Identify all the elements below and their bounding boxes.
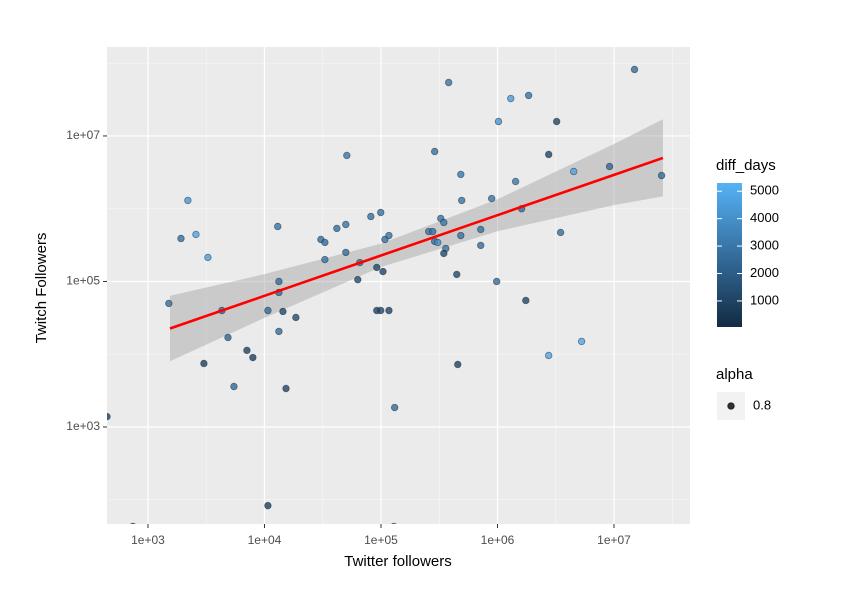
point	[440, 249, 448, 258]
point	[274, 222, 282, 231]
x-tick-label: 1e+04	[248, 533, 282, 547]
point	[264, 501, 272, 510]
point	[377, 208, 385, 217]
grid	[107, 47, 690, 524]
point	[243, 346, 251, 355]
point	[379, 267, 387, 276]
point	[107, 412, 111, 421]
point	[264, 306, 272, 315]
point	[577, 337, 586, 346]
point	[434, 238, 442, 247]
point	[440, 218, 448, 227]
legend-symbol	[727, 402, 735, 410]
point	[457, 231, 465, 240]
panel-background	[107, 47, 690, 524]
point	[321, 238, 329, 247]
point	[391, 522, 397, 524]
x-tick-label: 1e+05	[364, 533, 398, 547]
point	[552, 117, 561, 126]
point	[367, 212, 375, 221]
point	[444, 78, 453, 87]
x-tick-label: 1e+03	[131, 533, 165, 547]
x-tick-label: 1e+06	[481, 533, 515, 547]
confidence-band	[169, 119, 663, 362]
point	[373, 263, 381, 272]
x-axis-title: Twitter followers	[344, 553, 452, 570]
y-axis-title: Twitch Followers	[33, 233, 50, 344]
legend-title: diff_days	[716, 157, 776, 174]
legend-label: 5000	[750, 183, 779, 198]
axes: 1e+03 1e+04 1e+05 1e+06 1e+07 1e+03 1e+05 1e+07	[66, 128, 631, 547]
point	[429, 227, 437, 236]
point	[343, 151, 351, 160]
point	[275, 327, 283, 336]
point	[275, 277, 283, 286]
point	[342, 220, 350, 229]
point	[184, 196, 192, 205]
legend-label: 4000	[750, 210, 779, 225]
point	[492, 277, 501, 286]
point	[430, 147, 439, 156]
y-tick-label: 1e+03	[66, 419, 100, 433]
point	[524, 91, 533, 100]
point	[477, 225, 485, 234]
point	[224, 333, 232, 342]
point	[556, 228, 565, 237]
point	[165, 299, 173, 308]
legend-title: alpha	[716, 366, 753, 383]
point	[477, 241, 485, 250]
point	[321, 255, 329, 264]
point	[282, 384, 290, 393]
point	[390, 403, 399, 412]
points	[107, 65, 666, 524]
point	[458, 196, 466, 205]
fit-band-layer	[169, 119, 663, 362]
point	[333, 224, 341, 233]
point	[192, 230, 200, 239]
point	[507, 94, 515, 103]
point	[544, 351, 553, 360]
point	[487, 194, 496, 203]
legend-label: 0.8	[753, 397, 771, 412]
point	[522, 296, 530, 305]
point	[544, 150, 553, 159]
point	[385, 306, 393, 315]
fit-layer	[169, 156, 664, 330]
point	[385, 231, 393, 240]
point	[354, 275, 362, 284]
point	[605, 162, 614, 171]
point	[292, 313, 300, 322]
point	[377, 306, 385, 315]
y-tick-label: 1e+05	[66, 274, 100, 288]
point	[249, 353, 257, 362]
point	[130, 522, 136, 524]
point	[511, 177, 520, 186]
point	[177, 234, 185, 243]
point	[494, 117, 503, 126]
legend-label: 1000	[750, 292, 779, 307]
point	[342, 248, 350, 257]
legend: diff_days alpha 1000 2000 3000 4000 5000 0.8	[716, 157, 779, 420]
point	[657, 171, 666, 180]
x-tick-label: 1e+07	[597, 533, 631, 547]
point	[453, 270, 461, 279]
point	[200, 359, 208, 368]
legend-label: 2000	[750, 265, 779, 280]
point	[570, 167, 578, 176]
point	[279, 307, 287, 316]
y-tick-label: 1e+07	[66, 128, 100, 142]
point	[204, 253, 212, 262]
point	[457, 170, 465, 179]
point	[230, 382, 238, 391]
point	[454, 360, 462, 369]
fit-line	[169, 156, 664, 330]
legend-label: 3000	[750, 238, 779, 253]
point	[630, 65, 639, 74]
colorbar	[717, 183, 742, 327]
